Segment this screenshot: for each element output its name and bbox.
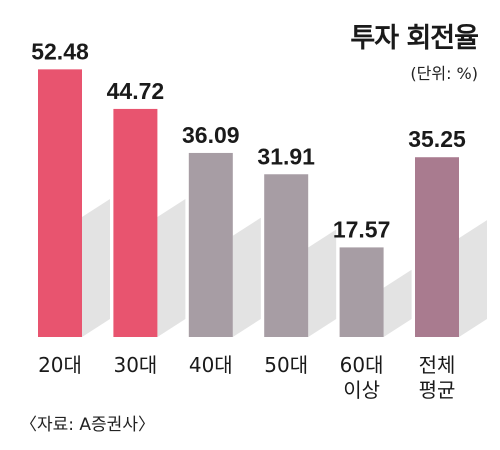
bar-shadow: [383, 269, 412, 337]
value-label: 17.57: [333, 216, 391, 242]
bar: [188, 152, 233, 337]
source-note: 〈자료: A증권사〉: [20, 415, 155, 435]
bar: [264, 174, 309, 337]
bar: [113, 108, 158, 337]
category-label: 전체: [419, 353, 456, 377]
category-label: 30대: [113, 353, 157, 377]
value-label: 35.25: [408, 126, 466, 152]
bar: [38, 69, 82, 338]
bar-shadow: [82, 199, 110, 337]
category-label: 평균: [419, 378, 456, 402]
category-label: 40대: [189, 353, 233, 377]
value-label: 31.91: [257, 143, 315, 169]
value-label: 52.48: [31, 38, 89, 64]
unit-label: (단위: %): [410, 64, 478, 83]
bar-shadow: [157, 199, 186, 337]
bar: [415, 157, 459, 337]
value-label: 36.09: [182, 122, 240, 148]
category-label: 이상: [343, 378, 380, 402]
chart-title: 투자 회전율: [350, 23, 479, 54]
bars: [38, 69, 459, 338]
value-label: 44.72: [107, 78, 165, 104]
bar-shadows: [82, 199, 487, 337]
value-labels: 52.48 44.72 36.09 31.91 17.57 35.25: [31, 38, 466, 242]
category-label: 60대: [340, 353, 384, 377]
category-label: 20대: [38, 353, 82, 377]
bar-shadow: [308, 229, 337, 337]
bar: [339, 247, 384, 337]
bar-shadow: [232, 217, 261, 337]
bar-shadow: [459, 220, 487, 337]
category-label: 50대: [264, 353, 308, 377]
